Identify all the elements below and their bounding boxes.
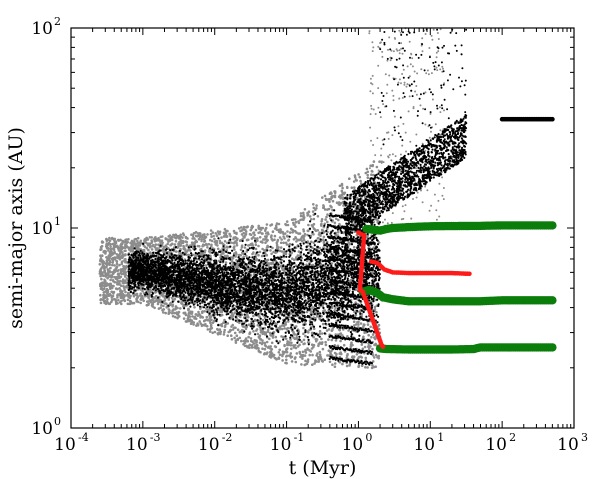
x-tick-label: 10	[54, 435, 76, 455]
y-axis-title: semi-major axis (AU)	[5, 127, 27, 329]
black-cloud-dots	[127, 28, 468, 366]
series-3	[368, 259, 472, 277]
x-tick-label: 10	[270, 435, 292, 455]
data-point	[550, 116, 555, 122]
y-tick-label: 10	[31, 419, 53, 439]
tick-labels: 10 -4 10 -3 10 -2 10 -1 10 0 10 1 10 2 10 310 010 110 2	[31, 15, 588, 455]
ticks-layer	[70, 27, 575, 429]
x-tick-exponent: -4	[78, 431, 89, 444]
x-tick-label: 10	[342, 435, 364, 455]
x-tick-exponent: 2	[509, 431, 516, 444]
y-tick-exponent: 1	[54, 215, 61, 228]
series-4	[356, 230, 386, 350]
x-axis-title: t (Myr)	[289, 457, 357, 479]
x-tick-exponent: 0	[365, 431, 372, 444]
y-tick-label: 10	[31, 219, 53, 239]
y-tick-exponent: 0	[54, 415, 61, 428]
x-tick-label: 10	[413, 435, 435, 455]
x-tick-label: 10	[126, 435, 148, 455]
black-particle-cloud	[127, 28, 468, 366]
x-tick-label: 10	[485, 435, 507, 455]
series-2	[375, 343, 557, 354]
data-point	[548, 221, 557, 230]
data-point	[380, 344, 386, 350]
x-tick-exponent: -2	[222, 431, 233, 444]
y-tick-label: 10	[31, 19, 53, 39]
x-tick-exponent: 3	[581, 431, 588, 444]
x-tick-label: 10	[198, 435, 220, 455]
series-0	[362, 221, 557, 235]
x-tick-exponent: -3	[150, 431, 161, 444]
x-tick-exponent: -1	[294, 431, 305, 444]
y-tick-exponent: 2	[54, 15, 61, 28]
x-tick-label: 10	[557, 435, 579, 455]
series-1	[358, 285, 557, 306]
data-point	[548, 343, 557, 352]
series-5	[499, 116, 555, 122]
series-layer	[356, 116, 557, 354]
x-tick-exponent: 1	[437, 431, 444, 444]
data-point	[467, 271, 472, 277]
data-point	[548, 296, 557, 305]
